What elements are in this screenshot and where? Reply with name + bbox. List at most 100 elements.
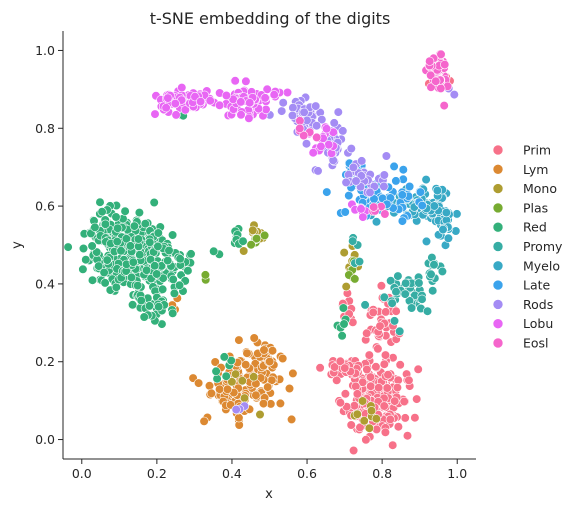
data-point [340,248,349,257]
y-ticks: 0.00.20.40.60.81.0 [35,43,63,447]
data-point [194,379,203,388]
legend-marker [493,261,503,271]
data-point [362,329,371,338]
data-point [450,90,459,99]
data-point [381,210,390,219]
data-point [270,90,279,99]
data-point [336,398,345,407]
y-tick-label: 0.8 [35,121,55,136]
data-point [366,373,375,382]
legend-marker [493,280,503,290]
data-point [400,397,409,406]
data-point [150,262,159,271]
data-point [176,254,185,263]
data-point [127,273,136,282]
data-point [312,121,321,130]
data-point [98,207,107,216]
legend-label: Late [523,278,551,293]
data-point [152,270,161,279]
data-point [341,208,350,217]
data-point [168,309,177,318]
data-point [96,198,105,207]
data-point [207,389,216,398]
data-point [136,250,145,259]
data-point [339,304,348,313]
data-point [348,237,357,246]
data-point [390,162,399,171]
data-point [154,242,163,251]
data-point [64,243,73,252]
data-point [347,144,356,153]
data-point [261,94,270,103]
data-point [353,410,362,419]
data-point [381,351,390,360]
data-point [427,270,436,279]
legend-marker [493,203,503,213]
data-point [171,99,180,108]
data-point [334,108,343,117]
data-point [453,210,462,219]
data-point [412,395,421,404]
data-point [357,157,366,166]
data-point [268,346,277,355]
data-point [377,282,386,291]
data-point [438,267,447,276]
data-point [112,213,121,222]
y-tick-label: 0.4 [35,276,55,291]
y-tick-label: 1.0 [35,43,55,58]
data-point [418,295,427,304]
data-point [381,428,390,437]
data-point [209,247,218,256]
data-point [158,285,167,294]
data-point [380,171,389,180]
data-point [394,272,403,281]
data-point [395,327,404,336]
data-point [146,238,155,247]
y-tick-label: 0.2 [35,354,55,369]
data-point [401,290,410,299]
data-point [398,217,407,226]
data-point [355,257,364,266]
series-promy [348,234,446,336]
data-point [363,365,372,374]
data-point [437,84,446,93]
data-point [212,367,221,376]
data-point [242,77,251,86]
data-point [296,124,305,133]
legend-item-myelo: Myelo [493,258,560,273]
data-point [349,163,358,172]
legend-label: Plas [523,200,548,215]
data-point [351,275,360,284]
data-point [425,57,434,66]
data-point [376,322,385,331]
data-point [165,246,174,255]
data-point [250,334,259,343]
data-point [330,119,339,128]
data-point [150,198,159,207]
data-point [130,222,139,231]
data-point [100,268,109,277]
data-point [401,279,410,288]
data-point [317,142,326,151]
data-point [374,383,383,392]
data-point [206,96,215,105]
data-point [403,431,412,440]
data-point [316,364,325,373]
data-point [440,60,449,69]
data-point [311,102,320,111]
data-point [322,125,331,134]
data-point [323,188,332,197]
data-point [169,275,178,284]
data-point [430,260,439,269]
data-point [287,415,296,424]
data-point [288,111,297,120]
data-point [428,286,437,295]
data-point [366,382,375,391]
data-point [256,410,265,419]
x-tick-label: 0.8 [372,466,392,481]
data-point [222,372,231,381]
data-point [367,406,376,415]
legend-label: Red [523,220,547,235]
data-point [388,441,397,450]
data-point [405,182,414,191]
